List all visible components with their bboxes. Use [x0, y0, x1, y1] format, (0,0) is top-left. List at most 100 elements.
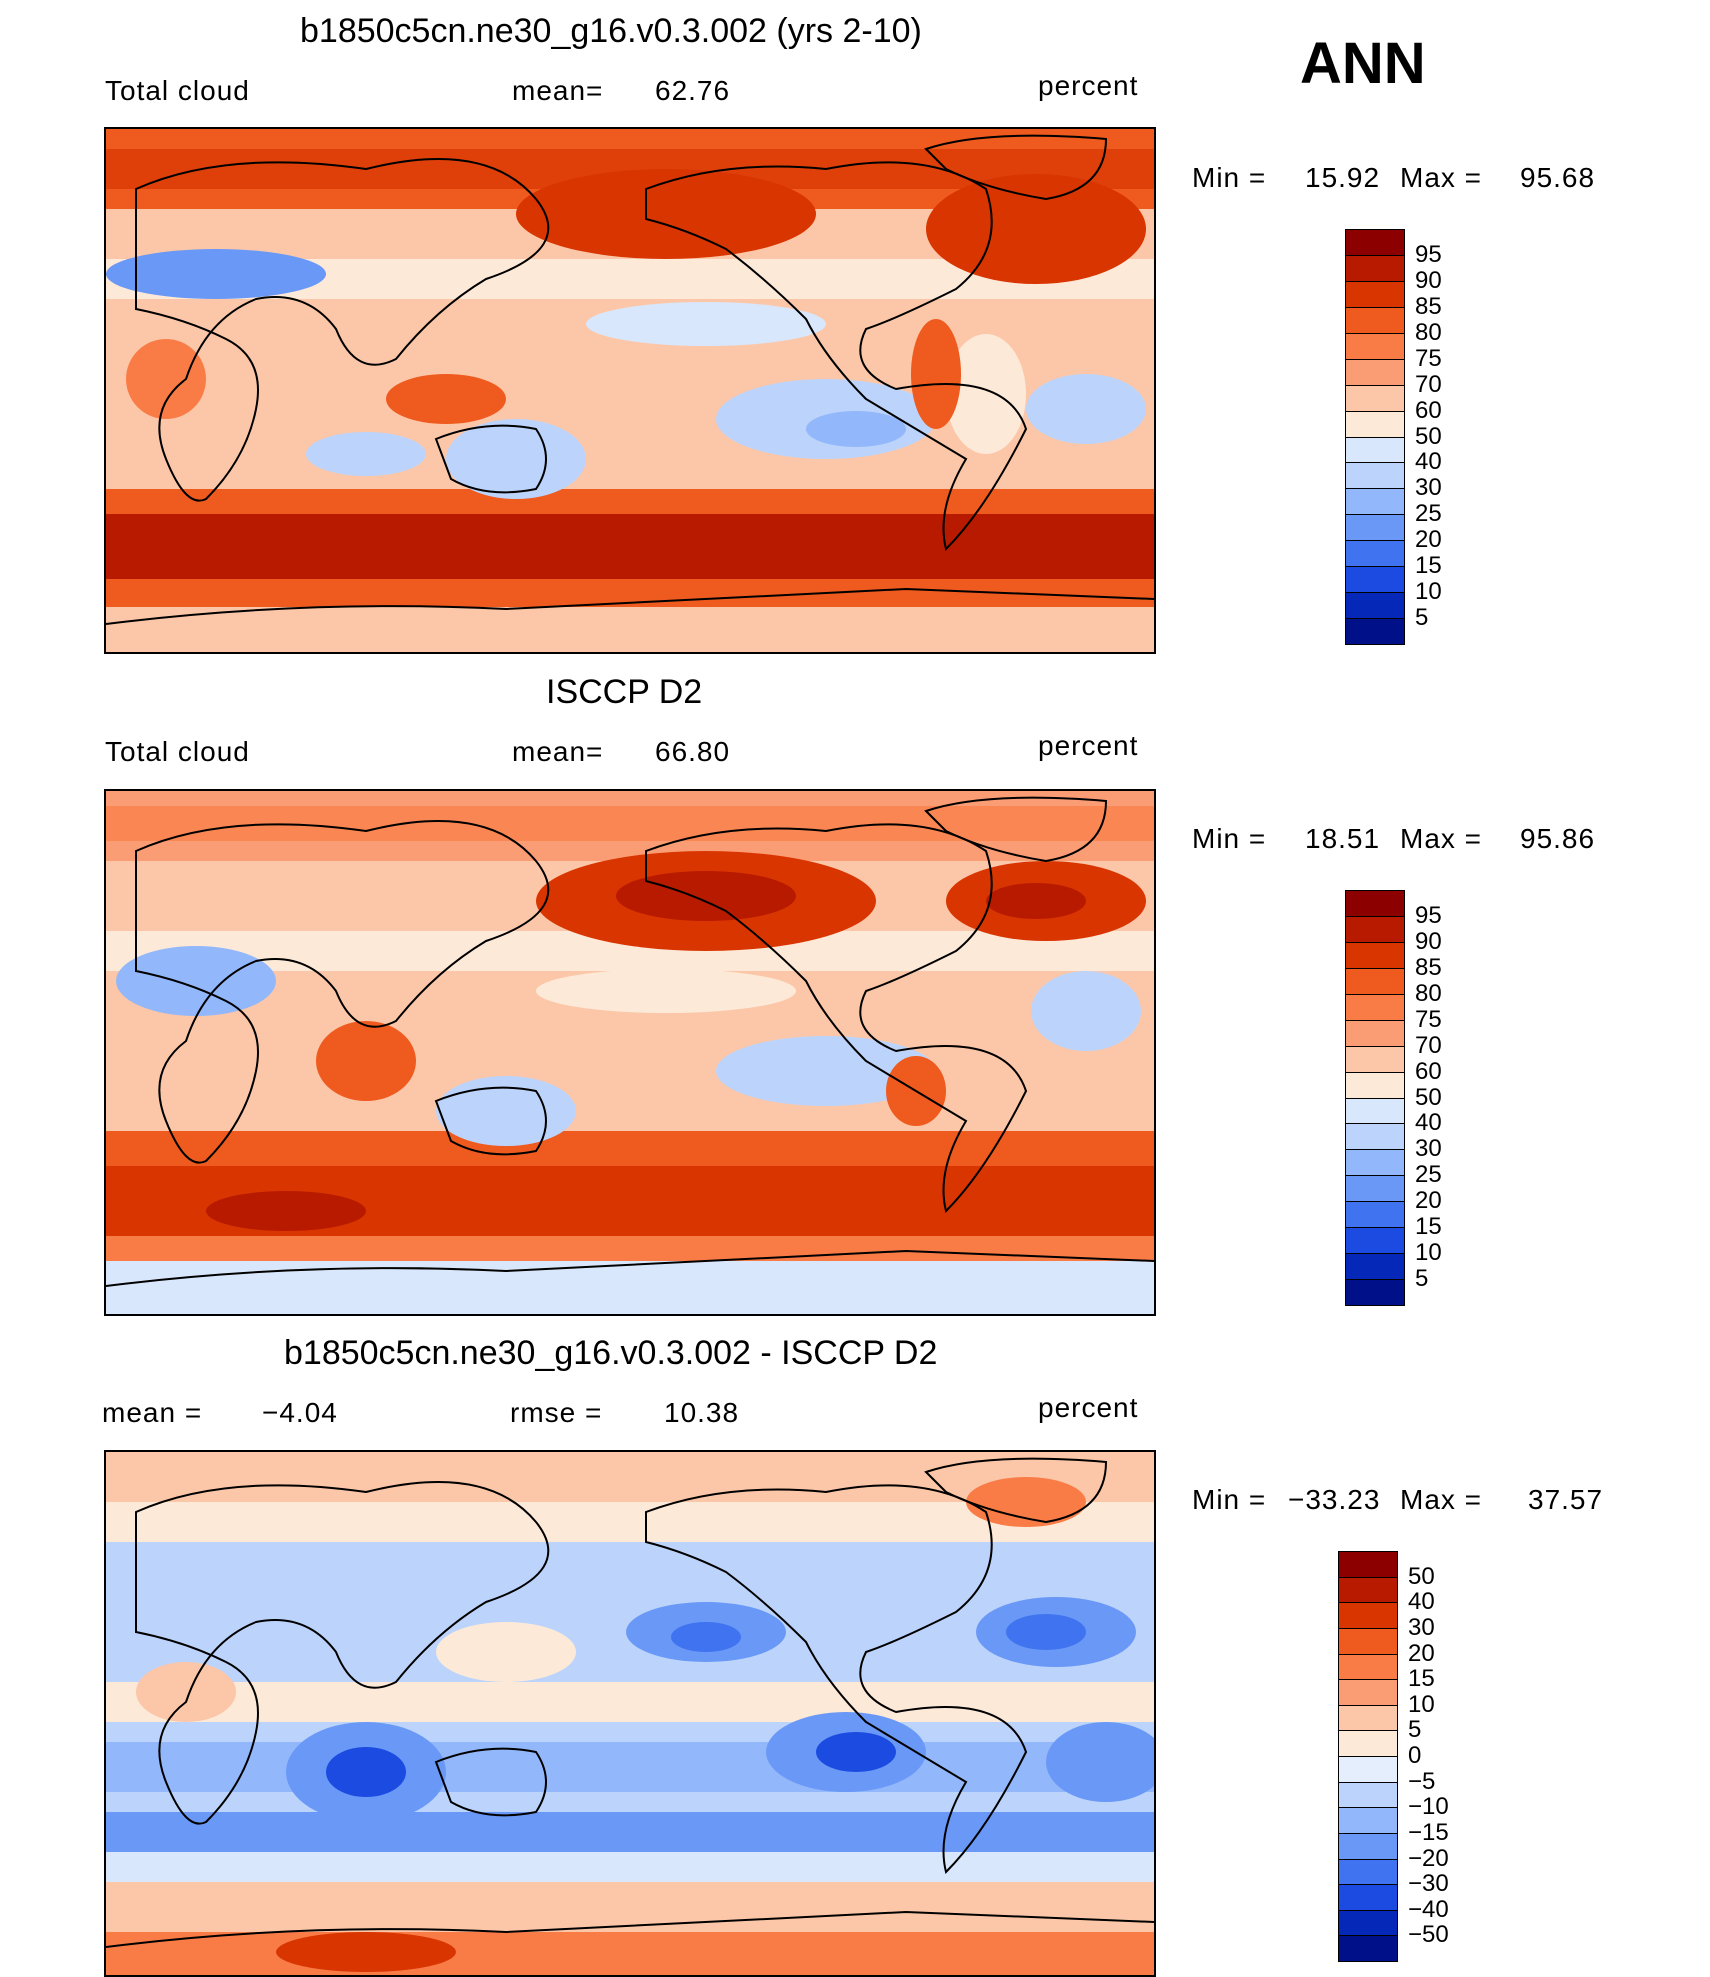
panel-title-diff: b1850c5cn.ne30_g16.v0.3.002 - ISCCP D2	[284, 1334, 938, 1372]
colorbar-tick-label: 70	[1415, 1031, 1442, 1059]
mean-label: mean=	[512, 736, 604, 767]
colorbar-swatch	[1345, 410, 1405, 438]
panel-variable-label: Total cloud	[105, 75, 250, 106]
colorbar-tick-label: −40	[1408, 1895, 1449, 1923]
rmse-value: 10.38	[664, 1397, 740, 1428]
colorbar-tick-label: 5	[1415, 604, 1429, 632]
max-value: 37.57	[1528, 1484, 1604, 1515]
colorbar-tick-label: 75	[1415, 344, 1442, 372]
colorbar-tick-label: 80	[1415, 318, 1442, 346]
colorbar-swatch	[1345, 1201, 1405, 1229]
map-diff	[104, 1450, 1156, 1977]
colorbar-swatch	[1345, 941, 1405, 969]
colorbar-swatch	[1338, 1935, 1398, 1962]
colorbar-tick-label: 80	[1415, 979, 1442, 1007]
diff-mean-value: −4.04	[262, 1397, 338, 1428]
colorbar-swatch	[1338, 1602, 1398, 1629]
colorbar-swatch	[1345, 967, 1405, 995]
colorbar-tick-label: 85	[1415, 292, 1442, 320]
season-label: ANN	[1300, 31, 1426, 96]
colorbar-tick-label: −10	[1408, 1793, 1449, 1821]
colorbar-obs: 95 90 85 80 75 70 60 50 40 30 25 20 15 10 5	[1345, 890, 1485, 1306]
colorbar-swatch	[1345, 436, 1405, 464]
min-label: Min =	[1192, 823, 1267, 854]
contour-map-obs	[106, 791, 1154, 1314]
colorbar-tick-label: 20	[1408, 1639, 1435, 1667]
mean-value: 66.80	[655, 736, 731, 767]
min-label: Min =	[1192, 1484, 1267, 1515]
colorbar-tick-label: 5	[1408, 1716, 1422, 1744]
colorbar-tick-label: 30	[1415, 1135, 1442, 1163]
colorbar-tick-label: −5	[1408, 1767, 1436, 1795]
colorbar-tick-label: 40	[1415, 448, 1442, 476]
colorbar-swatch	[1345, 332, 1405, 360]
colorbar-swatch	[1345, 514, 1405, 542]
min-label: Min =	[1192, 162, 1267, 193]
colorbar-tick-label: 10	[1415, 1239, 1442, 1267]
colorbar-swatch	[1345, 1097, 1405, 1125]
colorbar-swatch	[1338, 1781, 1398, 1809]
max-label: Max =	[1400, 1484, 1483, 1515]
colorbar-swatch	[1345, 1045, 1405, 1073]
colorbar-swatch	[1345, 358, 1405, 386]
colorbar-swatch	[1345, 592, 1405, 620]
colorbar-swatch	[1345, 1071, 1405, 1099]
colorbar-swatch	[1345, 566, 1405, 594]
max-label: Max =	[1400, 162, 1483, 193]
colorbar-tick-label: 0	[1408, 1742, 1422, 1769]
colorbar-tick-label: 85	[1415, 953, 1442, 981]
colorbar-swatch	[1345, 1019, 1405, 1047]
colorbar-model: 95 90 85 80 75 70 60 50 40 30 25 20 15 10 5	[1345, 229, 1485, 645]
colorbar-swatch	[1338, 1730, 1398, 1757]
colorbar-swatch	[1345, 540, 1405, 568]
colorbar-swatch	[1345, 462, 1405, 490]
colorbar-swatch	[1345, 1123, 1405, 1151]
colorbar-tick-label: 50	[1415, 1083, 1442, 1111]
colorbar-swatch	[1338, 1551, 1398, 1578]
colorbar-swatch	[1338, 1807, 1398, 1834]
colorbar-swatch	[1345, 1175, 1405, 1203]
colorbar-swatch	[1345, 1227, 1405, 1255]
colorbar-swatch	[1345, 915, 1405, 943]
colorbar-tick-label: 40	[1415, 1109, 1442, 1137]
max-value: 95.86	[1520, 823, 1596, 854]
colorbar-swatch	[1345, 618, 1405, 645]
colorbar-tick-label: −20	[1408, 1844, 1449, 1872]
colorbar-tick-label: 15	[1415, 1213, 1442, 1241]
colorbar-tick-label: 75	[1415, 1005, 1442, 1033]
colorbar-swatch	[1338, 1909, 1398, 1937]
colorbar-tick-label: 20	[1415, 1187, 1442, 1215]
colorbar-swatch	[1345, 254, 1405, 282]
colorbar-swatch	[1338, 1756, 1398, 1783]
colorbar-tick-label: 10	[1408, 1690, 1435, 1718]
colorbar-swatch	[1345, 1253, 1405, 1281]
colorbar-tick-label: 15	[1415, 552, 1442, 580]
mean-value: 62.76	[655, 75, 731, 106]
max-label: Max =	[1400, 823, 1483, 854]
min-value: 18.51	[1305, 823, 1381, 854]
colorbar-tick-label: −30	[1408, 1870, 1449, 1898]
colorbar-swatch	[1338, 1653, 1398, 1681]
colorbar-tick-label: 90	[1415, 266, 1442, 294]
colorbar-swatch	[1338, 1832, 1398, 1860]
colorbar-tick-label: 10	[1415, 578, 1442, 606]
colorbar-swatch	[1345, 1149, 1405, 1177]
colorbar-tick-label: 15	[1408, 1665, 1435, 1693]
rmse-label: rmse =	[510, 1397, 603, 1428]
colorbar-swatch	[1338, 1704, 1398, 1732]
colorbar-tick-label: 50	[1415, 422, 1442, 450]
units-label: percent	[1038, 70, 1139, 101]
colorbar-tick-label: 95	[1415, 901, 1442, 929]
units-label: percent	[1038, 730, 1139, 761]
diff-mean-label: mean =	[102, 1397, 203, 1428]
colorbar-tick-label: 20	[1415, 526, 1442, 554]
map-obs	[104, 789, 1156, 1316]
units-label: percent	[1038, 1392, 1139, 1423]
colorbar-swatch	[1345, 306, 1405, 334]
colorbar-tick-label: 25	[1415, 1161, 1442, 1189]
colorbar-swatch	[1338, 1884, 1398, 1911]
min-value: 15.92	[1305, 162, 1381, 193]
colorbar-tick-label: 70	[1415, 370, 1442, 398]
colorbar-swatch	[1345, 488, 1405, 516]
colorbar-tick-label: 60	[1415, 396, 1442, 424]
